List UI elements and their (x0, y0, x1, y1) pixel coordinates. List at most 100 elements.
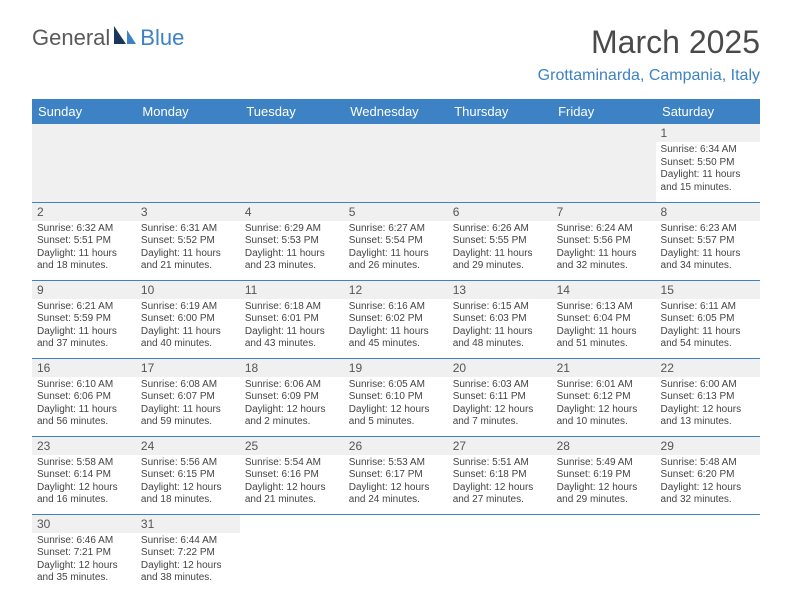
calendar-row: 2Sunrise: 6:32 AMSunset: 5:51 PMDaylight… (32, 202, 760, 280)
day-details: Sunrise: 6:16 AMSunset: 6:02 PMDaylight:… (344, 299, 448, 355)
calendar-blank (240, 124, 344, 202)
day-number: 3 (136, 203, 240, 221)
day-number: 31 (136, 515, 240, 533)
logo-text-part1: General (32, 25, 110, 51)
calendar-day: 20Sunrise: 6:03 AMSunset: 6:11 PMDayligh… (448, 358, 552, 436)
day-details: Sunrise: 6:21 AMSunset: 5:59 PMDaylight:… (32, 299, 136, 355)
day-number: 6 (448, 203, 552, 221)
day-details: Sunrise: 6:18 AMSunset: 6:01 PMDaylight:… (240, 299, 344, 355)
day-number: 8 (656, 203, 760, 221)
day-details: Sunrise: 6:11 AMSunset: 6:05 PMDaylight:… (656, 299, 760, 355)
day-details: Sunrise: 6:26 AMSunset: 5:55 PMDaylight:… (448, 221, 552, 277)
day-number: 28 (552, 437, 656, 455)
day-number: 16 (32, 359, 136, 377)
title-block: March 2025 Grottaminarda, Campania, Ital… (538, 24, 760, 85)
day-number: 22 (656, 359, 760, 377)
day-details: Sunrise: 6:32 AMSunset: 5:51 PMDaylight:… (32, 221, 136, 277)
day-number: 24 (136, 437, 240, 455)
calendar-day: 17Sunrise: 6:08 AMSunset: 6:07 PMDayligh… (136, 358, 240, 436)
calendar-day: 28Sunrise: 5:49 AMSunset: 6:19 PMDayligh… (552, 436, 656, 514)
day-number: 26 (344, 437, 448, 455)
day-details: Sunrise: 5:51 AMSunset: 6:18 PMDaylight:… (448, 455, 552, 511)
day-details: Sunrise: 6:23 AMSunset: 5:57 PMDaylight:… (656, 221, 760, 277)
calendar-blank (448, 514, 552, 592)
calendar-blank (552, 514, 656, 592)
calendar-row: 9Sunrise: 6:21 AMSunset: 5:59 PMDaylight… (32, 280, 760, 358)
weekday-header: Saturday (656, 99, 760, 124)
day-number: 9 (32, 281, 136, 299)
day-number: 4 (240, 203, 344, 221)
calendar-day: 23Sunrise: 5:58 AMSunset: 6:14 PMDayligh… (32, 436, 136, 514)
calendar-day: 25Sunrise: 5:54 AMSunset: 6:16 PMDayligh… (240, 436, 344, 514)
day-details: Sunrise: 6:13 AMSunset: 6:04 PMDaylight:… (552, 299, 656, 355)
header: General Blue March 2025 Grottaminarda, C… (0, 0, 792, 85)
day-details: Sunrise: 6:46 AMSunset: 7:21 PMDaylight:… (32, 533, 136, 589)
weekday-header: Sunday (32, 99, 136, 124)
day-details: Sunrise: 6:03 AMSunset: 6:11 PMDaylight:… (448, 377, 552, 433)
page-title: March 2025 (538, 24, 760, 61)
day-details: Sunrise: 6:00 AMSunset: 6:13 PMDaylight:… (656, 377, 760, 433)
day-details: Sunrise: 6:24 AMSunset: 5:56 PMDaylight:… (552, 221, 656, 277)
calendar-day: 13Sunrise: 6:15 AMSunset: 6:03 PMDayligh… (448, 280, 552, 358)
calendar-day: 7Sunrise: 6:24 AMSunset: 5:56 PMDaylight… (552, 202, 656, 280)
calendar-day: 8Sunrise: 6:23 AMSunset: 5:57 PMDaylight… (656, 202, 760, 280)
logo-text-part2: Blue (140, 25, 184, 51)
calendar-day: 24Sunrise: 5:56 AMSunset: 6:15 PMDayligh… (136, 436, 240, 514)
calendar-row: 16Sunrise: 6:10 AMSunset: 6:06 PMDayligh… (32, 358, 760, 436)
calendar-day: 15Sunrise: 6:11 AMSunset: 6:05 PMDayligh… (656, 280, 760, 358)
day-details: Sunrise: 6:27 AMSunset: 5:54 PMDaylight:… (344, 221, 448, 277)
day-details: Sunrise: 5:58 AMSunset: 6:14 PMDaylight:… (32, 455, 136, 511)
calendar-day: 5Sunrise: 6:27 AMSunset: 5:54 PMDaylight… (344, 202, 448, 280)
weekday-header: Thursday (448, 99, 552, 124)
day-details: Sunrise: 5:53 AMSunset: 6:17 PMDaylight:… (344, 455, 448, 511)
day-number: 23 (32, 437, 136, 455)
calendar-head: SundayMondayTuesdayWednesdayThursdayFrid… (32, 99, 760, 124)
day-number: 29 (656, 437, 760, 455)
weekday-header: Monday (136, 99, 240, 124)
calendar-day: 12Sunrise: 6:16 AMSunset: 6:02 PMDayligh… (344, 280, 448, 358)
calendar-blank (448, 124, 552, 202)
day-number: 19 (344, 359, 448, 377)
weekday-header: Wednesday (344, 99, 448, 124)
calendar-body: 1Sunrise: 6:34 AMSunset: 5:50 PMDaylight… (32, 124, 760, 592)
day-details: Sunrise: 6:29 AMSunset: 5:53 PMDaylight:… (240, 221, 344, 277)
calendar-day: 31Sunrise: 6:44 AMSunset: 7:22 PMDayligh… (136, 514, 240, 592)
calendar-day: 19Sunrise: 6:05 AMSunset: 6:10 PMDayligh… (344, 358, 448, 436)
calendar-blank (552, 124, 656, 202)
calendar-day: 27Sunrise: 5:51 AMSunset: 6:18 PMDayligh… (448, 436, 552, 514)
calendar-day: 3Sunrise: 6:31 AMSunset: 5:52 PMDaylight… (136, 202, 240, 280)
calendar-day: 10Sunrise: 6:19 AMSunset: 6:00 PMDayligh… (136, 280, 240, 358)
calendar-day: 26Sunrise: 5:53 AMSunset: 6:17 PMDayligh… (344, 436, 448, 514)
day-details: Sunrise: 6:05 AMSunset: 6:10 PMDaylight:… (344, 377, 448, 433)
weekday-header: Friday (552, 99, 656, 124)
calendar-day: 22Sunrise: 6:00 AMSunset: 6:13 PMDayligh… (656, 358, 760, 436)
day-number: 14 (552, 281, 656, 299)
day-details: Sunrise: 6:31 AMSunset: 5:52 PMDaylight:… (136, 221, 240, 277)
calendar-day: 14Sunrise: 6:13 AMSunset: 6:04 PMDayligh… (552, 280, 656, 358)
weekday-header: Tuesday (240, 99, 344, 124)
day-number: 15 (656, 281, 760, 299)
day-number: 10 (136, 281, 240, 299)
calendar-day: 9Sunrise: 6:21 AMSunset: 5:59 PMDaylight… (32, 280, 136, 358)
day-details: Sunrise: 6:06 AMSunset: 6:09 PMDaylight:… (240, 377, 344, 433)
calendar-day: 2Sunrise: 6:32 AMSunset: 5:51 PMDaylight… (32, 202, 136, 280)
calendar-row: 1Sunrise: 6:34 AMSunset: 5:50 PMDaylight… (32, 124, 760, 202)
day-number: 11 (240, 281, 344, 299)
day-number: 2 (32, 203, 136, 221)
day-details: Sunrise: 6:15 AMSunset: 6:03 PMDaylight:… (448, 299, 552, 355)
day-details: Sunrise: 6:34 AMSunset: 5:50 PMDaylight:… (656, 142, 760, 198)
day-number: 18 (240, 359, 344, 377)
logo: General Blue (32, 24, 184, 52)
day-details: Sunrise: 6:08 AMSunset: 6:07 PMDaylight:… (136, 377, 240, 433)
calendar-row: 23Sunrise: 5:58 AMSunset: 6:14 PMDayligh… (32, 436, 760, 514)
day-details: Sunrise: 5:48 AMSunset: 6:20 PMDaylight:… (656, 455, 760, 511)
day-details: Sunrise: 5:49 AMSunset: 6:19 PMDaylight:… (552, 455, 656, 511)
day-details: Sunrise: 5:56 AMSunset: 6:15 PMDaylight:… (136, 455, 240, 511)
calendar-day: 30Sunrise: 6:46 AMSunset: 7:21 PMDayligh… (32, 514, 136, 592)
day-details: Sunrise: 6:10 AMSunset: 6:06 PMDaylight:… (32, 377, 136, 433)
calendar-day: 16Sunrise: 6:10 AMSunset: 6:06 PMDayligh… (32, 358, 136, 436)
day-number: 27 (448, 437, 552, 455)
calendar-blank (32, 124, 136, 202)
calendar-blank (344, 514, 448, 592)
day-details: Sunrise: 6:44 AMSunset: 7:22 PMDaylight:… (136, 533, 240, 589)
